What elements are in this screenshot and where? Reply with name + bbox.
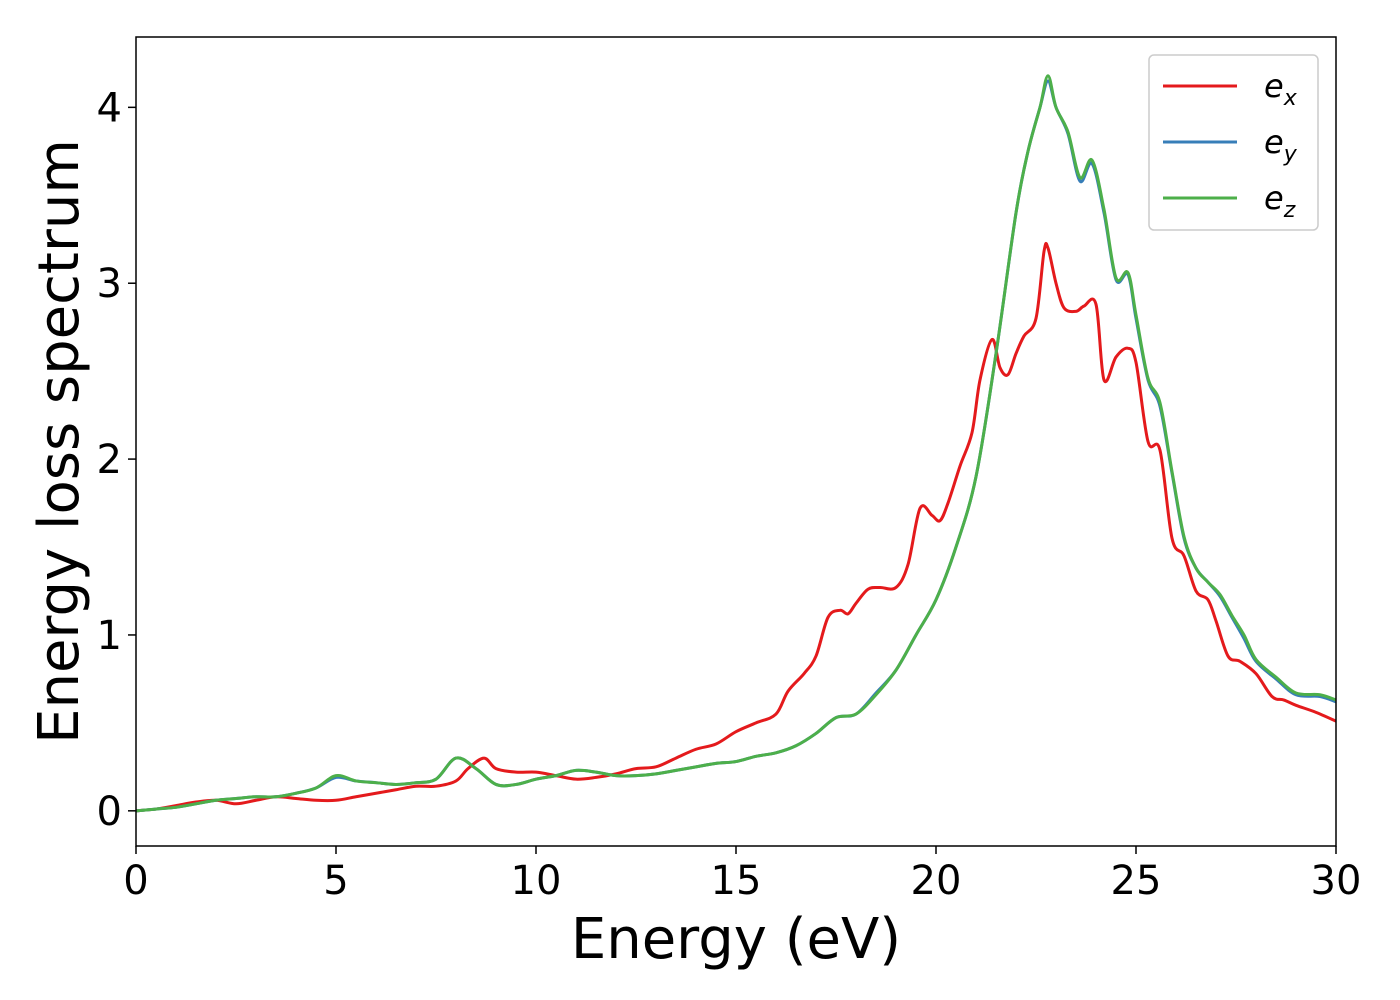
y-tick-label: 1 bbox=[97, 613, 122, 659]
y-axis: 0 1 2 3 4 bbox=[97, 85, 136, 835]
x-tick-label: 15 bbox=[711, 858, 762, 904]
x-axis: 0 5 10 15 20 25 30 bbox=[123, 846, 1361, 904]
y-axis-label: Energy loss spectrum bbox=[27, 139, 92, 744]
x-tick-label: 10 bbox=[511, 858, 562, 904]
x-tick-label: 20 bbox=[911, 858, 962, 904]
x-tick-label: 25 bbox=[1111, 858, 1162, 904]
series-line-ez bbox=[136, 74, 1336, 813]
series-line-ex bbox=[136, 241, 1336, 813]
plot-lines bbox=[136, 74, 1336, 813]
x-tick-label: 0 bbox=[123, 858, 148, 904]
legend-label-ex: ex bbox=[1264, 67, 1298, 111]
y-tick-label: 0 bbox=[97, 789, 122, 835]
y-tick-label: 4 bbox=[97, 85, 122, 131]
legend-label-ey: ey bbox=[1264, 123, 1298, 167]
y-tick-label: 3 bbox=[97, 261, 122, 307]
x-axis-label: Energy (eV) bbox=[571, 907, 901, 972]
x-tick-label: 5 bbox=[323, 858, 348, 904]
x-tick-label: 30 bbox=[1311, 858, 1362, 904]
y-tick-label: 2 bbox=[97, 437, 122, 483]
